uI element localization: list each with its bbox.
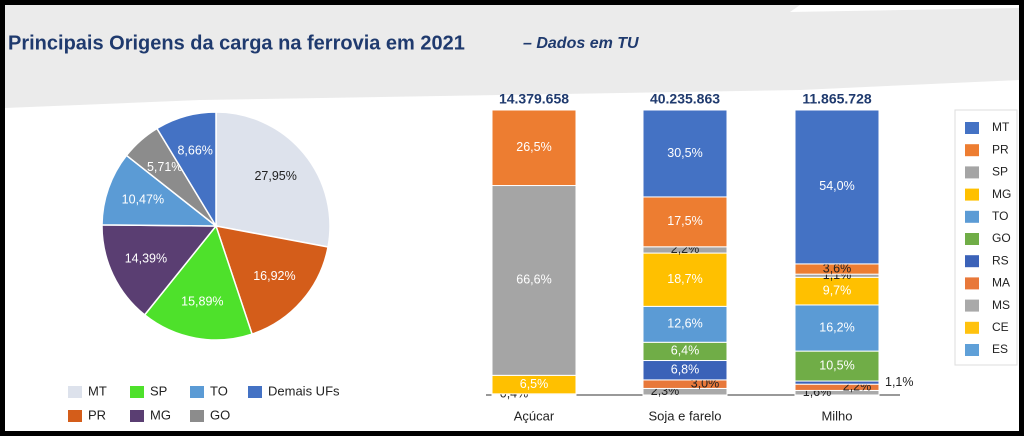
segment-label: 12,6%	[667, 317, 702, 331]
legend-swatch	[965, 299, 979, 312]
legend-label: TO	[210, 383, 228, 398]
legend-swatch	[965, 344, 979, 356]
slice-label: 16,92%	[253, 269, 295, 283]
legend-swatch	[965, 277, 979, 290]
x-tick-label: Milho	[821, 408, 852, 423]
segment-label: 26,5%	[516, 140, 551, 154]
bar-segment	[642, 109, 728, 198]
slice-label: 10,47%	[122, 193, 164, 207]
slice-label: 15,89%	[181, 295, 223, 309]
x-tick-label: Açúcar	[514, 408, 555, 423]
legend-swatch	[965, 210, 979, 223]
legend-swatch	[965, 188, 979, 201]
segment-label: 17,5%	[667, 214, 702, 228]
legend-label: PR	[88, 407, 106, 422]
legend-label: SP	[992, 165, 1008, 179]
pie-slice	[214, 225, 329, 336]
legend-label: MS	[992, 298, 1010, 312]
legend-swatch	[130, 386, 144, 398]
legend-label: GO	[210, 407, 230, 422]
legend-label: TO	[992, 209, 1008, 223]
bar-segment	[642, 305, 728, 343]
header-band	[5, 5, 1019, 108]
slice-label: 27,95%	[254, 169, 296, 183]
legend-label: MT	[88, 383, 107, 398]
bar-segment	[491, 109, 577, 187]
bar-segment	[794, 304, 880, 352]
segment-label: 16,2%	[819, 320, 854, 334]
pie-slice	[215, 111, 331, 248]
bar-total: 40.235.863	[650, 91, 720, 107]
legend-swatch	[965, 122, 979, 134]
legend-label: MG	[150, 407, 171, 422]
segment-label: 10,5%	[819, 358, 854, 372]
legend-label: PR	[992, 142, 1009, 156]
legend-swatch	[68, 386, 82, 398]
legend-swatch	[190, 410, 204, 422]
slice-label: 5,71%	[147, 160, 182, 174]
bar-segment	[794, 109, 880, 265]
segment-label: 18,7%	[667, 272, 702, 286]
bar-total: 11.865.728	[802, 91, 872, 107]
segment-label: 6,8%	[671, 363, 700, 377]
bar-segment	[794, 350, 880, 382]
bar-segment	[642, 252, 728, 307]
segment-label: 30,5%	[667, 146, 702, 160]
pie-slice	[143, 224, 254, 341]
pie-slice	[155, 111, 217, 229]
legend-label: MA	[992, 276, 1010, 290]
legend-label: RS	[992, 253, 1009, 267]
pie-slice	[101, 224, 218, 316]
segment-label: 9,7%	[823, 283, 852, 297]
legend-swatch	[68, 410, 82, 422]
legend-label: ES	[992, 342, 1008, 356]
legend-swatch	[965, 233, 979, 245]
legend-swatch	[965, 321, 979, 334]
legend-label: SP	[150, 383, 167, 398]
segment-label: 1,1%	[885, 375, 914, 389]
legend-label: MT	[992, 120, 1010, 134]
legend-swatch	[248, 386, 262, 398]
slice-label: 8,66%	[177, 144, 212, 158]
bar-segment	[794, 276, 880, 306]
legend-label: GO	[992, 231, 1011, 245]
legend-swatch	[965, 144, 979, 157]
legend-swatch	[965, 255, 979, 268]
legend-label: MG	[992, 187, 1011, 201]
segment-label: 54,0%	[819, 179, 854, 193]
chart-title: Principais Origens da carga na ferrovia …	[8, 32, 465, 54]
pie-slice	[101, 154, 219, 227]
segment-label: 6,5%	[520, 377, 549, 391]
segment-label: 66,6%	[516, 273, 551, 287]
legend-swatch	[190, 386, 204, 398]
legend-swatch	[130, 410, 144, 422]
segment-label: 3,6%	[823, 261, 852, 275]
slice-label: 14,39%	[125, 251, 167, 265]
legend-label: Demais UFs	[268, 383, 340, 398]
segment-label: 6,4%	[671, 344, 700, 358]
x-tick-label: Soja e farelo	[649, 408, 722, 423]
legend-label: CE	[992, 320, 1009, 334]
bar-total: 14.379.658	[499, 91, 569, 107]
chart-subtitle: – Dados em TU	[523, 35, 639, 52]
legend-swatch	[965, 166, 979, 179]
